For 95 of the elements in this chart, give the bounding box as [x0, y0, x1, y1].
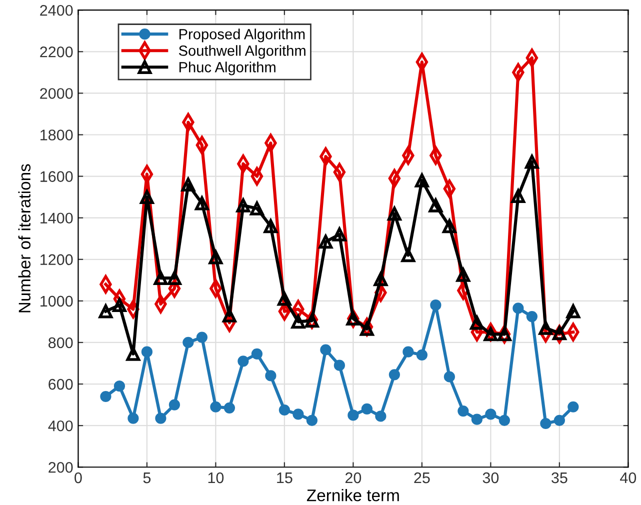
point	[292, 408, 304, 420]
point	[346, 312, 360, 326]
point	[554, 414, 565, 426]
point	[512, 302, 524, 314]
y-tick-label: 1600	[40, 171, 73, 182]
point	[168, 399, 180, 410]
x-tick-label: 5	[143, 472, 151, 484]
point	[485, 408, 496, 420]
point	[470, 316, 484, 330]
y-tick-label: 2000	[40, 88, 73, 99]
x-tick-label: 15	[277, 472, 292, 484]
point	[264, 219, 278, 234]
point	[236, 198, 250, 212]
point	[168, 271, 182, 286]
point	[484, 327, 498, 342]
point	[458, 405, 469, 417]
point	[442, 219, 456, 234]
x-tick-label: 10	[208, 472, 224, 484]
y-tick-label: 2200	[40, 46, 73, 58]
point	[238, 356, 249, 367]
y-tick-label: 200	[48, 462, 73, 473]
point	[444, 371, 455, 382]
point	[265, 370, 276, 382]
point	[540, 418, 552, 430]
y-tick-label: 1800	[40, 130, 73, 140]
point	[526, 310, 538, 322]
point	[318, 234, 333, 249]
point	[414, 174, 429, 188]
point	[154, 271, 168, 286]
point	[291, 314, 306, 329]
point	[332, 228, 346, 242]
point	[443, 180, 456, 198]
point	[402, 346, 414, 358]
point	[416, 349, 428, 361]
point	[224, 402, 236, 414]
point	[195, 196, 209, 210]
point	[208, 250, 223, 264]
point	[334, 360, 345, 371]
x-tick-label: 30	[482, 472, 499, 484]
point	[428, 198, 443, 212]
point	[278, 292, 292, 306]
x-axis-title: Zernike term	[306, 489, 399, 502]
point	[112, 298, 126, 312]
point	[348, 410, 359, 421]
y-tick-label: 1200	[40, 254, 73, 266]
legend-label: Phuc Algorithm	[179, 62, 276, 76]
legend-label: Southwell Algorithm	[178, 45, 306, 59]
point	[141, 346, 153, 358]
y-tick-label: 400	[48, 420, 73, 432]
point	[568, 401, 579, 412]
point	[306, 414, 318, 426]
point	[251, 348, 262, 360]
point	[498, 414, 510, 426]
point	[155, 412, 166, 424]
point	[552, 326, 566, 340]
point	[100, 390, 112, 402]
point	[278, 404, 290, 416]
x-tick-label: 25	[414, 472, 430, 484]
point	[98, 304, 113, 318]
y-axis-title: Number of iterations	[18, 164, 31, 312]
point	[182, 336, 194, 348]
x-tick-label: 35	[552, 472, 568, 484]
point	[181, 178, 196, 192]
point	[196, 332, 208, 343]
point	[361, 403, 372, 415]
point	[375, 410, 386, 422]
point	[388, 369, 400, 380]
point	[250, 202, 264, 216]
x-tick-label: 40	[620, 472, 636, 484]
point	[128, 412, 139, 424]
point	[305, 314, 319, 328]
point	[456, 268, 470, 282]
point	[524, 154, 539, 169]
x-tick-label: 20	[345, 472, 362, 484]
point	[566, 304, 580, 318]
y-tick-label: 1000	[40, 296, 73, 307]
y-tick-label: 2400	[40, 4, 73, 16]
point	[140, 190, 154, 204]
y-tick-label: 1400	[40, 212, 73, 224]
point	[360, 322, 374, 336]
x-tick-label: 0	[74, 472, 82, 484]
point	[511, 189, 526, 203]
y-tick-label: 800	[48, 337, 73, 348]
point	[538, 320, 553, 335]
legend-label: Proposed Algorithm	[179, 28, 305, 42]
point	[430, 300, 442, 311]
point	[387, 206, 402, 221]
point	[497, 327, 512, 342]
y-tick-label: 600	[48, 378, 73, 390]
point	[401, 248, 416, 262]
point	[114, 380, 126, 392]
point	[471, 414, 482, 425]
point	[374, 272, 388, 286]
point	[320, 344, 332, 356]
point	[210, 401, 222, 412]
